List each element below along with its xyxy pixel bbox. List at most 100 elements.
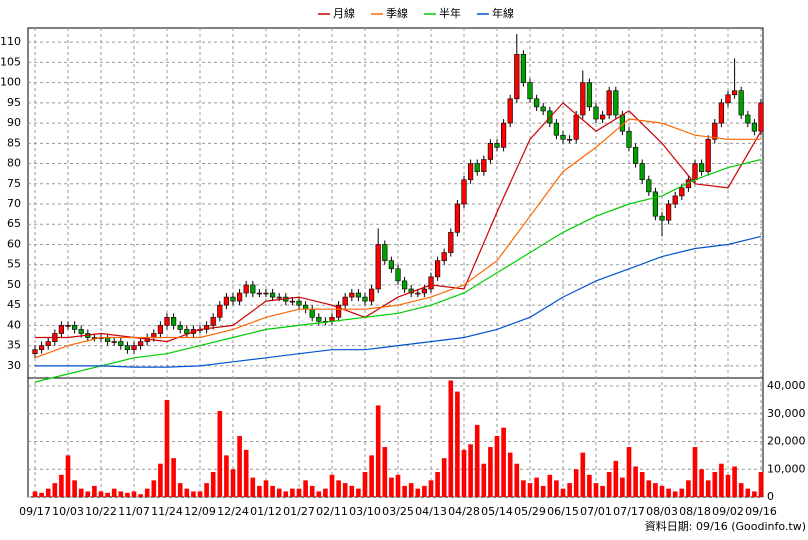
candle-body (375, 244, 381, 290)
candle-body (514, 54, 520, 100)
x-tick-label: 03/10 (349, 505, 381, 518)
candle-body (401, 280, 408, 290)
volume-bar (441, 458, 447, 497)
candle-body (349, 292, 355, 298)
volume-bar (501, 427, 506, 497)
y-tick-label: 60 (7, 237, 21, 250)
volume-bar (666, 488, 671, 497)
legend-label: 季線 (386, 6, 408, 20)
volume-bar (336, 480, 341, 497)
candle-body (415, 292, 421, 295)
volume-bar (527, 483, 533, 497)
candle-body (481, 159, 487, 172)
volume-bar (158, 463, 163, 497)
volume-bar (758, 472, 764, 497)
candle-body (316, 317, 322, 322)
x-tick-label: 02/11 (316, 505, 348, 518)
ma-line (35, 235, 762, 368)
volume-bar (481, 463, 487, 497)
y-tick-label: 90 (7, 116, 21, 129)
candle-body (448, 232, 454, 253)
x-tick-label: 01/27 (283, 505, 315, 518)
candle-body (679, 187, 685, 197)
y-tick-label: 110 (0, 35, 21, 48)
y-tick-label: 85 (7, 136, 21, 149)
candle-body (758, 102, 764, 132)
candle-body (78, 329, 84, 334)
volume-bar (633, 466, 638, 497)
candle-body (309, 308, 315, 318)
volume-bar (125, 492, 130, 497)
volume-bar (408, 483, 414, 497)
candle-body (540, 106, 546, 112)
candle-body (164, 317, 170, 326)
y2-tick-label: 30,000 (767, 407, 806, 420)
volume-bar (613, 460, 619, 497)
volume-bar (342, 483, 348, 497)
volume-bar (309, 485, 315, 497)
x-tick-label: 07/17 (613, 505, 645, 518)
candle-body (421, 288, 428, 294)
volume-bar (389, 477, 394, 497)
y-tick-label: 35 (7, 339, 21, 352)
candle-body (368, 288, 375, 302)
candle-body (553, 122, 560, 136)
plot-frame (27, 27, 764, 498)
volume-bar (164, 399, 170, 497)
candle-body (395, 268, 401, 282)
volume-bar (316, 491, 322, 497)
footer: 資料日期: 09/16 (Goodinfo.tw) (645, 519, 806, 533)
x-tick-label: 09/16 (745, 505, 777, 518)
y-tick-label: 45 (7, 298, 21, 311)
volume-bar (184, 488, 190, 497)
volume-bar (362, 472, 368, 497)
volume-bar (738, 483, 744, 497)
candle-body (500, 122, 507, 148)
volume-bar (138, 494, 143, 497)
candle-body (712, 122, 718, 140)
volume-bar (171, 458, 176, 497)
volume-bar (45, 488, 51, 497)
volume-bar (250, 477, 256, 497)
y-tick-label: 100 (0, 76, 21, 89)
candle-body (434, 260, 441, 278)
candle-body (494, 143, 500, 148)
volume-bar (567, 483, 572, 497)
volume-bar (283, 491, 289, 497)
x-tick-label: 09/02 (712, 505, 744, 518)
volume-bar (323, 488, 328, 497)
candle-body (606, 90, 612, 116)
candle-body (705, 138, 711, 172)
volume-bar (719, 463, 724, 497)
y-tick-label: 70 (7, 197, 21, 210)
volume-bar (290, 488, 295, 497)
y-tick-label: 105 (0, 55, 21, 68)
y-tick-label: 30 (7, 359, 21, 372)
volume-bar (448, 380, 454, 497)
candle-body (388, 260, 395, 270)
candle-body (731, 90, 738, 96)
volume-bar (217, 411, 223, 497)
candle-body (725, 94, 731, 104)
volume-bar (85, 491, 91, 497)
volume-bar (679, 488, 685, 497)
candle-body (58, 325, 65, 334)
candle-body (342, 296, 348, 306)
x-tick-label: 05/29 (514, 505, 546, 518)
volume-bar (356, 488, 361, 497)
volume-bar (65, 455, 71, 497)
candle-body (586, 82, 593, 108)
candle-body (751, 122, 758, 132)
volume-bar (732, 466, 737, 497)
volume-bar (600, 485, 605, 497)
x-tick-label: 07/01 (580, 505, 612, 518)
volume-bar (468, 444, 473, 497)
x-tick-label: 11/07 (118, 505, 150, 518)
volume-bar (573, 469, 579, 497)
candle-body (527, 82, 533, 100)
candle-body (382, 244, 388, 261)
volume-bar (349, 485, 355, 497)
volume-bar (72, 480, 77, 497)
volume-bar (514, 463, 520, 497)
